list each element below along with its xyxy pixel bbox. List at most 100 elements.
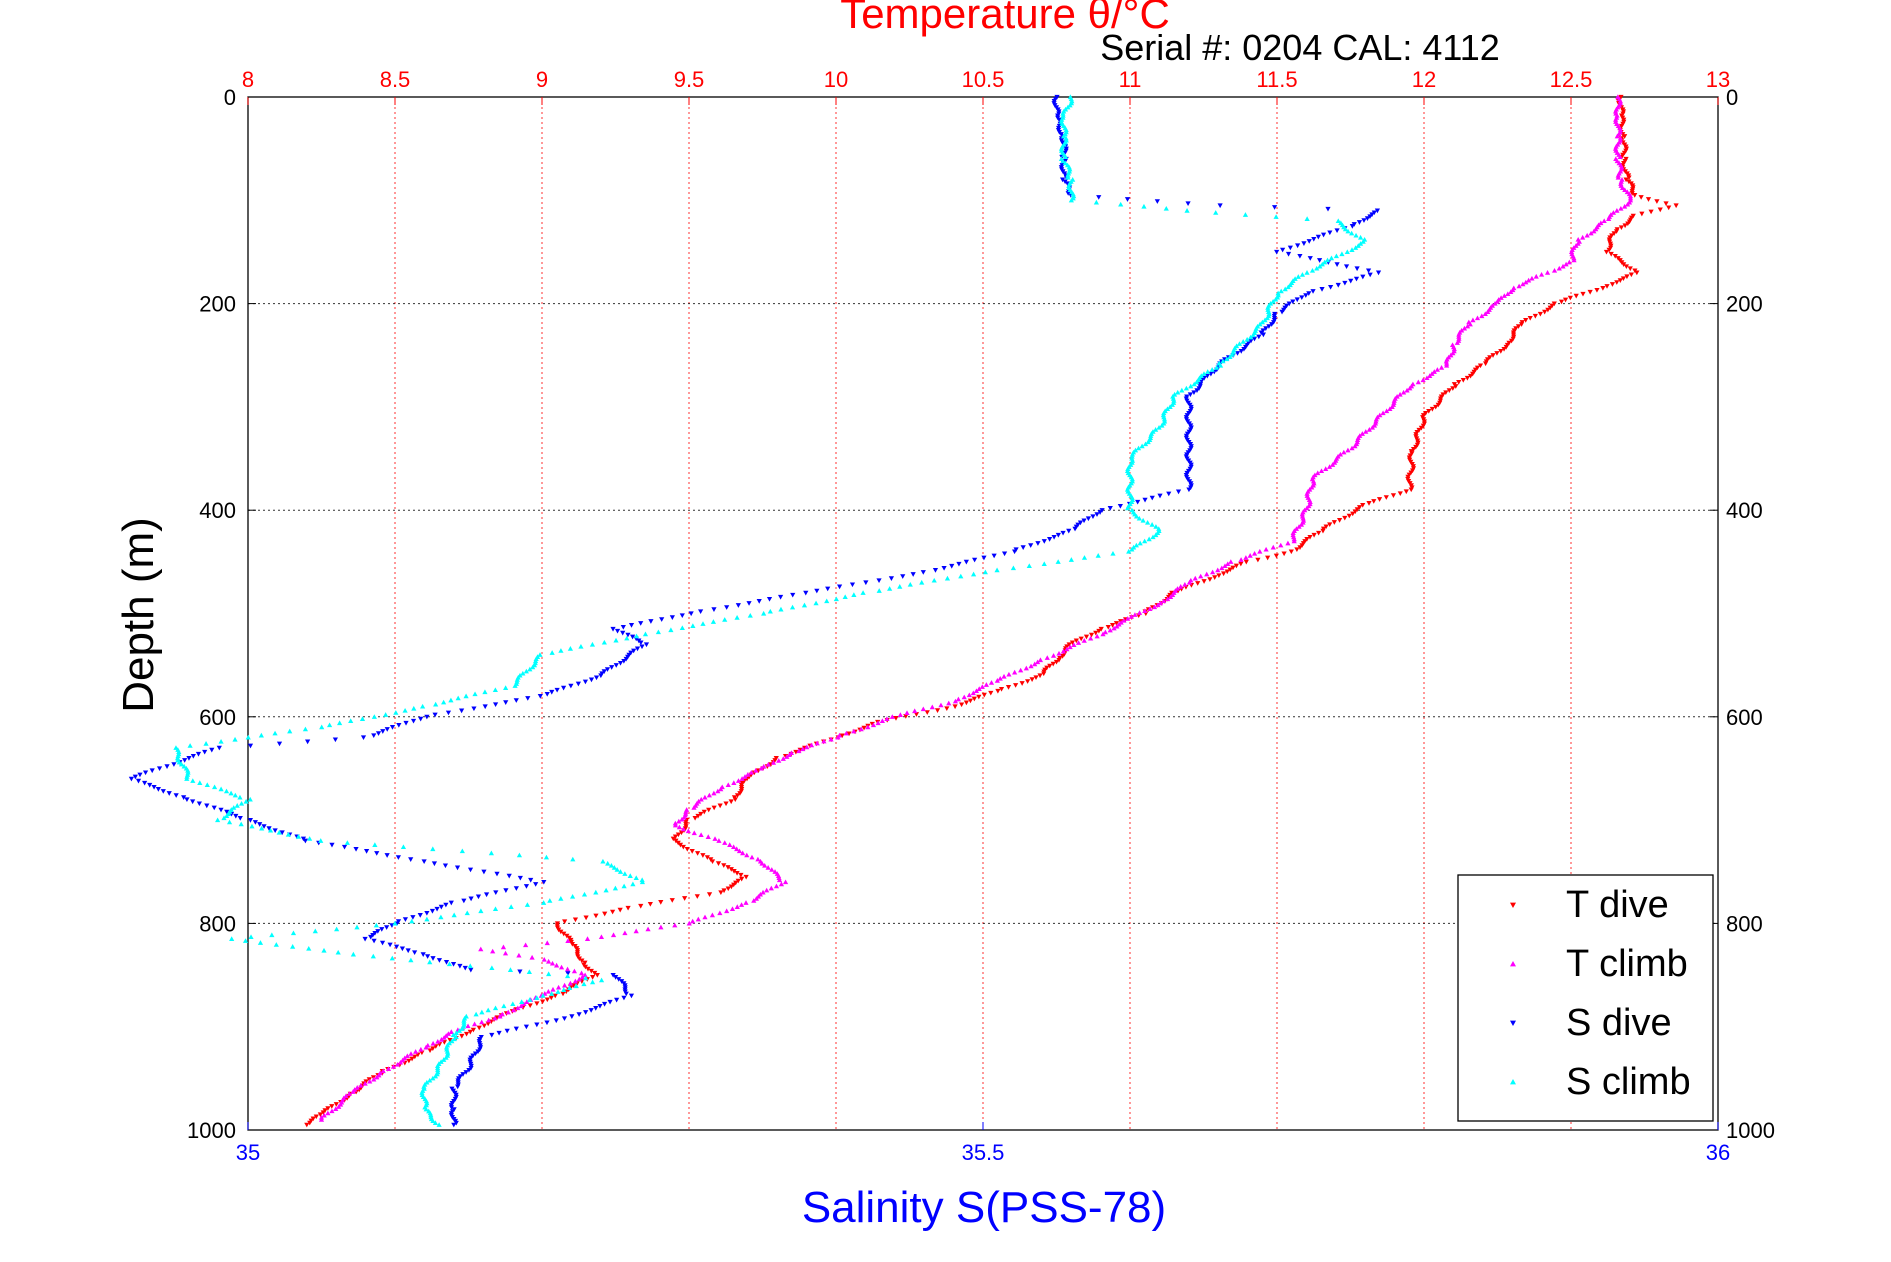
data-point [1316, 258, 1323, 263]
data-point [1299, 272, 1306, 277]
data-point [766, 596, 773, 602]
data-point [1624, 201, 1631, 207]
data-point [1304, 216, 1310, 221]
data-point [527, 666, 533, 672]
data-point [1262, 317, 1268, 323]
data-point [156, 766, 163, 772]
data-point [1266, 309, 1272, 314]
data-point [1371, 499, 1377, 504]
data-point [776, 877, 783, 883]
data-point [893, 716, 899, 721]
data-point [502, 950, 509, 956]
data-point [175, 753, 181, 759]
data-point [638, 903, 644, 909]
data-point [983, 682, 989, 687]
data-point [1094, 512, 1100, 517]
data-point [991, 553, 997, 559]
data-point [1293, 526, 1300, 531]
data-point [879, 718, 885, 724]
data-point [229, 936, 235, 941]
legend-label: T climb [1566, 943, 1688, 985]
data-point [955, 696, 961, 702]
data-point [448, 900, 454, 906]
data-point [269, 932, 275, 938]
legend-marker [1510, 1079, 1516, 1085]
data-point [773, 883, 780, 889]
data-point [248, 934, 254, 940]
data-point [642, 631, 649, 637]
data-point [698, 796, 704, 802]
data-point [1154, 199, 1160, 204]
data-point [578, 970, 585, 976]
data-point [564, 973, 571, 979]
data-point [371, 714, 377, 719]
data-point [544, 1020, 550, 1026]
data-point [233, 813, 239, 819]
data-point [1209, 367, 1215, 372]
data-point [796, 748, 802, 754]
data-point [722, 617, 728, 622]
data-point [1545, 307, 1551, 313]
data-point [1618, 181, 1624, 186]
data-point [1018, 667, 1024, 673]
data-point [1562, 297, 1569, 303]
data-point [981, 555, 987, 561]
data-point [1632, 193, 1638, 198]
data-point [735, 778, 742, 783]
data-point [438, 914, 444, 920]
data-point [1244, 336, 1250, 342]
data-point [1310, 478, 1317, 484]
data-point [680, 844, 686, 850]
data-point [769, 867, 775, 872]
data-point [593, 913, 599, 919]
data-point [533, 658, 539, 664]
data-point [1133, 542, 1139, 548]
data-point [430, 1075, 436, 1081]
data-point [212, 784, 218, 790]
data-point [218, 807, 224, 813]
data-point [1424, 375, 1430, 381]
data-point [982, 569, 988, 575]
left-tick-label: 800 [199, 911, 236, 936]
data-point [1367, 214, 1373, 220]
data-point [534, 1001, 540, 1007]
data-point [1657, 207, 1663, 213]
data-point [793, 749, 799, 755]
data-point [479, 1019, 485, 1025]
data-point [675, 832, 682, 838]
data-point [1666, 205, 1672, 211]
data-point [1617, 278, 1623, 283]
data-point [306, 945, 312, 951]
data-point [467, 963, 473, 969]
bottom-tick-label: 35 [236, 1140, 260, 1165]
data-point [520, 670, 526, 676]
data-point [695, 813, 701, 819]
data-point [479, 1009, 485, 1015]
data-point [1085, 516, 1092, 522]
data-point [1359, 431, 1365, 436]
data-point [481, 1023, 487, 1029]
data-point [432, 1120, 439, 1125]
data-point [976, 686, 982, 691]
data-point [1065, 104, 1071, 110]
data-point [529, 954, 535, 960]
data-point [870, 722, 877, 728]
data-point [344, 840, 350, 845]
data-point [846, 731, 852, 737]
data-point [430, 1046, 436, 1051]
data-point [1614, 208, 1620, 213]
data-point [562, 982, 568, 988]
data-point [259, 825, 265, 831]
data-point [237, 815, 243, 821]
data-point [348, 718, 354, 724]
data-point [1464, 323, 1471, 329]
data-point [1292, 276, 1298, 281]
data-point [647, 901, 653, 907]
data-point [471, 1021, 478, 1027]
data-point [421, 1084, 427, 1089]
data-point [326, 722, 333, 728]
data-point [743, 874, 749, 880]
data-point [715, 861, 722, 866]
data-point [523, 942, 529, 948]
